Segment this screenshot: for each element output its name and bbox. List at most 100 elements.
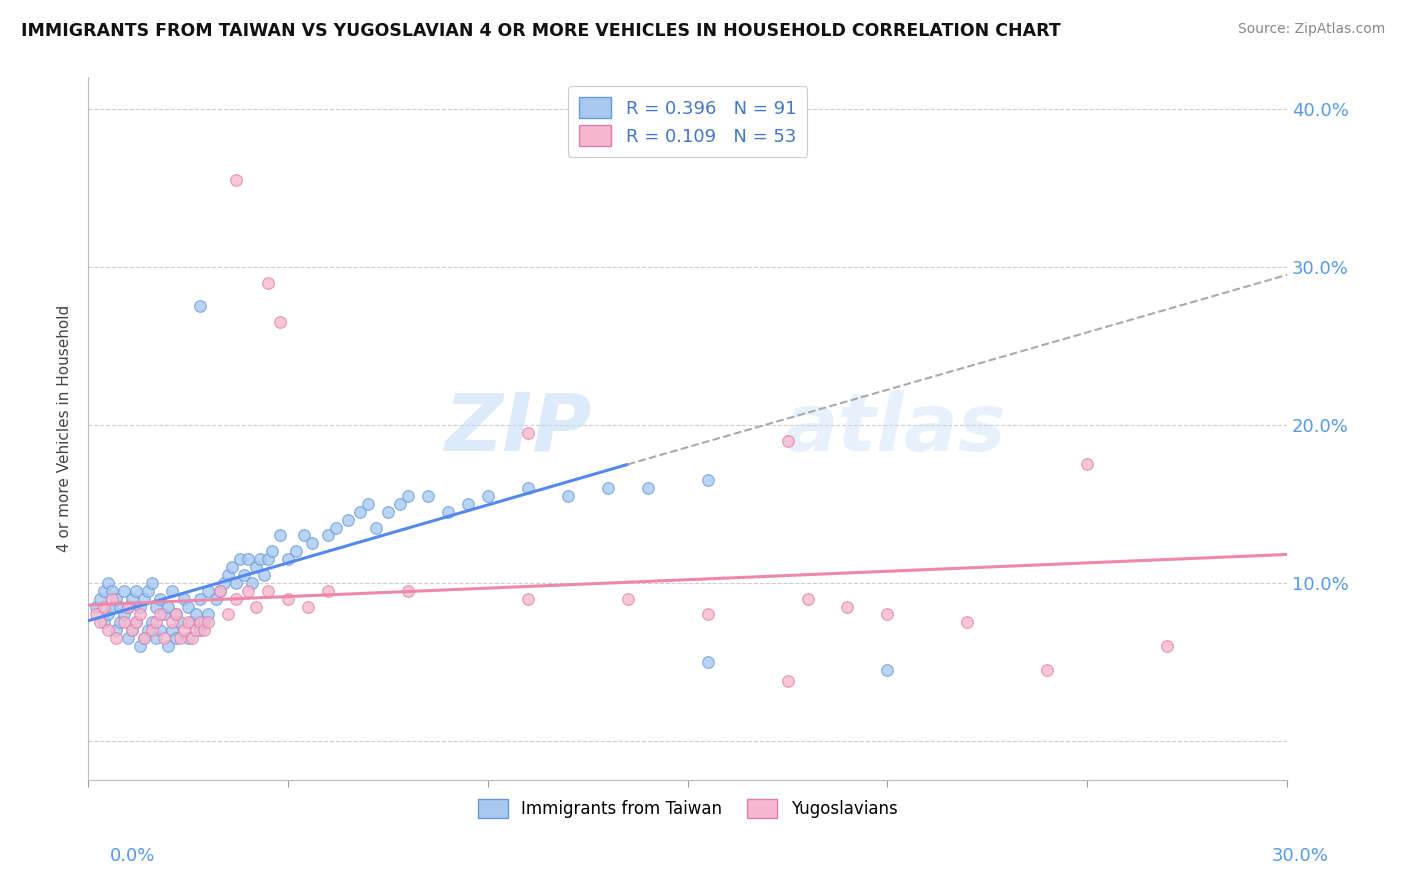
Point bbox=[249, 552, 271, 566]
Point bbox=[837, 599, 859, 614]
Point bbox=[173, 624, 195, 638]
Point bbox=[236, 583, 259, 598]
Point bbox=[177, 631, 200, 645]
Point bbox=[93, 615, 115, 630]
Point bbox=[117, 599, 139, 614]
Point bbox=[184, 624, 207, 638]
Point bbox=[477, 489, 499, 503]
Point bbox=[97, 575, 120, 590]
Point bbox=[269, 528, 291, 542]
Point bbox=[596, 481, 619, 495]
Point bbox=[93, 599, 115, 614]
Point bbox=[188, 615, 211, 630]
Point bbox=[84, 607, 107, 622]
Point bbox=[193, 624, 215, 638]
Point bbox=[364, 520, 387, 534]
Point bbox=[136, 624, 159, 638]
Point bbox=[437, 505, 460, 519]
Point bbox=[516, 425, 538, 440]
Point bbox=[169, 631, 191, 645]
Point bbox=[357, 497, 380, 511]
Point bbox=[188, 624, 211, 638]
Point bbox=[197, 583, 219, 598]
Point bbox=[285, 544, 308, 558]
Point bbox=[416, 489, 439, 503]
Point bbox=[101, 583, 124, 598]
Point bbox=[117, 599, 139, 614]
Point bbox=[225, 575, 247, 590]
Point bbox=[377, 505, 399, 519]
Point bbox=[776, 434, 799, 448]
Point bbox=[277, 591, 299, 606]
Point bbox=[225, 173, 247, 187]
Point bbox=[105, 624, 128, 638]
Point bbox=[160, 624, 183, 638]
Point bbox=[336, 513, 359, 527]
Point bbox=[165, 631, 187, 645]
Point bbox=[149, 607, 172, 622]
Point bbox=[876, 607, 898, 622]
Point bbox=[141, 624, 163, 638]
Point bbox=[89, 615, 111, 630]
Point bbox=[177, 615, 200, 630]
Point bbox=[112, 607, 135, 622]
Point bbox=[117, 631, 139, 645]
Legend: Immigrants from Taiwan, Yugoslavians: Immigrants from Taiwan, Yugoslavians bbox=[471, 792, 904, 825]
Point bbox=[132, 591, 155, 606]
Point bbox=[205, 591, 228, 606]
Point bbox=[97, 607, 120, 622]
Point bbox=[1036, 663, 1059, 677]
Point bbox=[153, 631, 176, 645]
Point bbox=[516, 481, 538, 495]
Point bbox=[157, 639, 180, 653]
Point bbox=[208, 583, 231, 598]
Point bbox=[160, 615, 183, 630]
Point bbox=[325, 520, 347, 534]
Point bbox=[277, 552, 299, 566]
Point bbox=[145, 615, 167, 630]
Point bbox=[108, 615, 131, 630]
Point bbox=[696, 655, 718, 669]
Point bbox=[177, 599, 200, 614]
Point bbox=[197, 615, 219, 630]
Point bbox=[297, 599, 319, 614]
Point bbox=[153, 607, 176, 622]
Point bbox=[301, 536, 323, 550]
Text: ZIP: ZIP bbox=[444, 390, 592, 468]
Point bbox=[197, 607, 219, 622]
Point bbox=[696, 473, 718, 487]
Point bbox=[349, 505, 371, 519]
Point bbox=[225, 591, 247, 606]
Point bbox=[236, 552, 259, 566]
Point bbox=[105, 631, 128, 645]
Point bbox=[121, 624, 143, 638]
Point bbox=[217, 568, 239, 582]
Point bbox=[129, 639, 152, 653]
Point bbox=[557, 489, 579, 503]
Point bbox=[257, 583, 280, 598]
Point bbox=[160, 583, 183, 598]
Point bbox=[193, 615, 215, 630]
Point bbox=[188, 300, 211, 314]
Point bbox=[132, 631, 155, 645]
Point bbox=[188, 591, 211, 606]
Point bbox=[125, 615, 148, 630]
Point bbox=[221, 560, 243, 574]
Text: 0.0%: 0.0% bbox=[110, 847, 155, 865]
Point bbox=[141, 575, 163, 590]
Point bbox=[388, 497, 411, 511]
Point bbox=[149, 591, 172, 606]
Point bbox=[149, 624, 172, 638]
Point bbox=[184, 607, 207, 622]
Point bbox=[136, 583, 159, 598]
Text: 30.0%: 30.0% bbox=[1272, 847, 1329, 865]
Point bbox=[173, 591, 195, 606]
Point bbox=[101, 591, 124, 606]
Y-axis label: 4 or more Vehicles in Household: 4 or more Vehicles in Household bbox=[58, 305, 72, 552]
Point bbox=[292, 528, 315, 542]
Point bbox=[145, 631, 167, 645]
Point bbox=[112, 615, 135, 630]
Point bbox=[101, 599, 124, 614]
Point bbox=[84, 599, 107, 614]
Point bbox=[240, 575, 263, 590]
